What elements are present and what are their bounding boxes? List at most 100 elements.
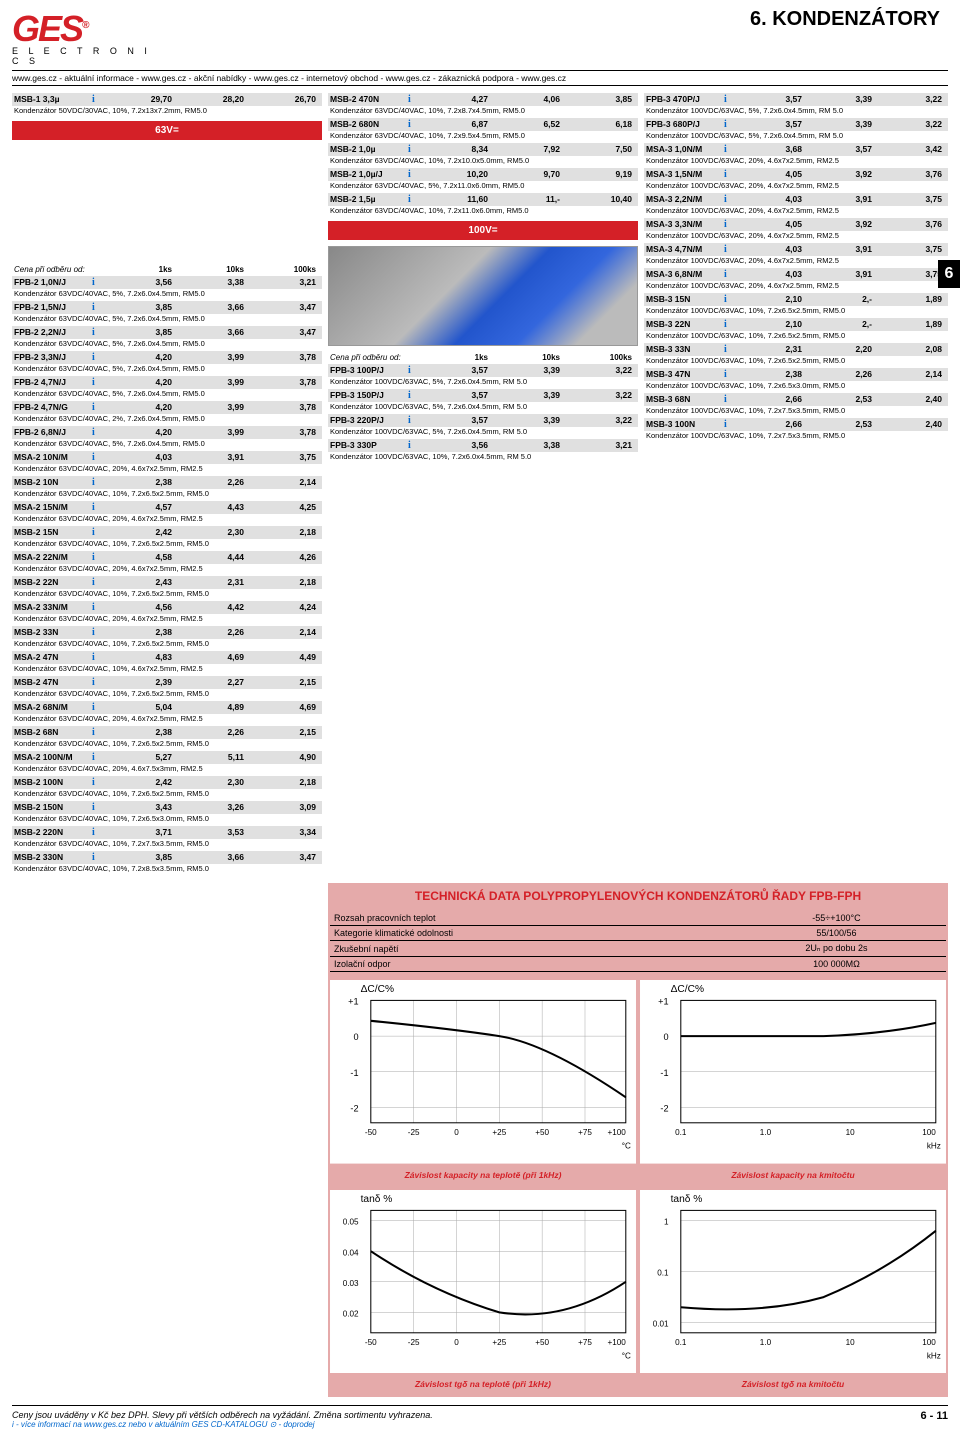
- product-desc: Kondenzátor 63VDC/40VAC, 5%, 7.2x6.0x4.5…: [12, 339, 322, 350]
- price-100ks: 3,47: [248, 852, 320, 862]
- product-name: MSA-2 15N/M: [14, 502, 92, 512]
- price-1ks: 4,83: [104, 652, 176, 662]
- price-100ks: 3,78: [248, 377, 320, 387]
- product-desc: Kondenzátor 50VDC/30VAC, 10%, 7.2x13x7.2…: [12, 106, 322, 117]
- footer: Ceny jsou uváděny v Kč bez DPH. Slevy př…: [12, 1405, 948, 1429]
- product-desc: Kondenzátor 63VDC/40VAC, 20%, 4.6x7x2.5m…: [12, 514, 322, 525]
- product-row: MSB-2 68Ni2,382,262,15: [12, 726, 322, 739]
- product-row: MSB-2 22Ni2,432,312,18: [12, 576, 322, 589]
- price-10ks: 2,20: [806, 344, 876, 354]
- spec-table: Rozsah pracovních teplot-55÷+100°CKatego…: [330, 911, 946, 972]
- product-row: MSB-2 220Ni3,713,533,34: [12, 826, 322, 839]
- price-10ks: 3,99: [176, 352, 248, 362]
- price-100ks: 3,85: [564, 94, 636, 104]
- info-icon: i: [92, 302, 104, 313]
- product-desc: Kondenzátor 63VDC/40VAC, 20%, 4.6x7x2.5m…: [12, 464, 322, 475]
- product-row: MSA-3 6,8N/Mi4,033,913,75: [644, 268, 948, 281]
- price-10ks: 2,53: [806, 394, 876, 404]
- svg-text:-1: -1: [660, 1068, 668, 1078]
- price-10ks: 2,26: [176, 477, 248, 487]
- price-1ks: 2,66: [736, 419, 806, 429]
- price-10ks: 3,53: [176, 827, 248, 837]
- svg-text:tanδ %: tanδ %: [361, 1194, 393, 1205]
- price-header: Cena při odběru od: 1ks 10ks 100ks: [12, 264, 322, 275]
- price-10ks: 3,91: [176, 452, 248, 462]
- column-1: MSB-1 3,3µi29,7028,2026,70Kondenzátor 50…: [12, 92, 322, 875]
- product-name: MSB-2 47N: [14, 677, 92, 687]
- product-desc: Kondenzátor 63VDC/40VAC, 20%, 4.6x7.5x3m…: [12, 764, 322, 775]
- product-name: MSA-2 33N/M: [14, 602, 92, 612]
- product-name: FPB-3 150P/J: [330, 390, 408, 400]
- info-icon: i: [92, 502, 104, 513]
- info-icon: i: [92, 427, 104, 438]
- price-100ks: 3,76: [876, 169, 946, 179]
- svg-text:0.05: 0.05: [343, 1217, 359, 1226]
- column-3: FPB-3 470P/Ji3,573,393,22Kondenzátor 100…: [644, 92, 948, 875]
- price-100ks: 1,89: [876, 294, 946, 304]
- svg-text:-2: -2: [350, 1104, 358, 1114]
- product-row: FPB-3 100P/Ji3,573,393,22: [328, 364, 638, 377]
- price-100ks: 3,22: [876, 94, 946, 104]
- product-desc: Kondenzátor 100VDC/63VAC, 5%, 7.2x6.0x4.…: [328, 377, 638, 388]
- price-10ks: 3,39: [492, 365, 564, 375]
- product-row: FPB-2 3,3N/Ji4,203,993,78: [12, 351, 322, 364]
- svg-text:-50: -50: [365, 1128, 377, 1137]
- price-header: Cena při odběru od: 1ks 10ks 100ks: [328, 352, 638, 363]
- product-row: MSA-2 33N/Mi4,564,424,24: [12, 601, 322, 614]
- price-10ks: 3,99: [176, 402, 248, 412]
- spec-row: Izolační odpor100 000MΩ: [330, 957, 946, 972]
- price-10ks: 3,26: [176, 802, 248, 812]
- svg-text:kHz: kHz: [927, 1351, 941, 1360]
- product-desc: Kondenzátor 63VDC/40VAC, 2%, 7.2x6.0x4.5…: [12, 414, 322, 425]
- price-100ks: 4,26: [248, 552, 320, 562]
- product-row: FPB-2 4,7N/Ji4,203,993,78: [12, 376, 322, 389]
- svg-text:0.1: 0.1: [657, 1268, 669, 1277]
- svg-text:+1: +1: [658, 996, 668, 1006]
- price-1ks: 3,57: [736, 94, 806, 104]
- product-row: MSA-3 2,2N/Mi4,033,913,75: [644, 193, 948, 206]
- spec-row: Kategorie klimatické odolnosti55/100/56: [330, 926, 946, 941]
- price-1ks: 3,68: [736, 144, 806, 154]
- price-10ks: 4,06: [492, 94, 564, 104]
- info-icon: i: [408, 365, 420, 376]
- spec-row: Rozsah pracovních teplot-55÷+100°C: [330, 911, 946, 926]
- product-row: MSB-2 47Ni2,392,272,15: [12, 676, 322, 689]
- price-100ks: 3,22: [564, 415, 636, 425]
- product-row: MSB-2 100Ni2,422,302,18: [12, 776, 322, 789]
- product-desc: Kondenzátor 100VDC/63VAC, 20%, 4.6x7x2.5…: [644, 156, 948, 167]
- price-1ks: 4,58: [104, 552, 176, 562]
- svg-text:ΔC/C%: ΔC/C%: [361, 984, 394, 995]
- side-tab: 6: [938, 260, 960, 288]
- svg-text:+100: +100: [607, 1128, 626, 1137]
- chart-caption: Závislost kapacity na kmitočtu: [640, 1168, 946, 1186]
- info-icon: i: [92, 452, 104, 463]
- product-name: MSB-3 47N: [646, 369, 724, 379]
- info-icon: i: [92, 94, 104, 105]
- info-icon: i: [724, 344, 736, 355]
- product-desc: Kondenzátor 63VDC/40VAC, 10%, 7.2x6.5x2.…: [12, 739, 322, 750]
- svg-text:+1: +1: [348, 996, 358, 1006]
- product-name: MSB-2 10N: [14, 477, 92, 487]
- info-icon: i: [408, 169, 420, 180]
- svg-text:0.04: 0.04: [343, 1248, 359, 1257]
- price-100ks: 3,75: [876, 244, 946, 254]
- info-icon: i: [724, 119, 736, 130]
- price-10ks: 3,91: [806, 269, 876, 279]
- price-100ks: 9,19: [564, 169, 636, 179]
- info-icon: i: [724, 419, 736, 430]
- product-desc: Kondenzátor 100VDC/63VAC, 20%, 4.6x7x2.5…: [644, 256, 948, 267]
- product-name: MSB-2 1,0µ: [330, 144, 408, 154]
- product-name: MSA-2 10N/M: [14, 452, 92, 462]
- product-desc: Kondenzátor 63VDC/40VAC, 10%, 7.2x6.5x2.…: [12, 489, 322, 500]
- price-1ks: 2,42: [104, 527, 176, 537]
- svg-text:°C: °C: [622, 1141, 631, 1150]
- info-icon: i: [92, 852, 104, 863]
- tech-title: TECHNICKÁ DATA POLYPROPYLENOVÝCH KONDENZ…: [330, 885, 946, 907]
- price-1ks: 4,20: [104, 352, 176, 362]
- price-100ks: 3,09: [248, 802, 320, 812]
- product-desc: Kondenzátor 63VDC/40VAC, 10%, 7.2x8.7x4.…: [328, 106, 638, 117]
- price-10ks: 2,26: [806, 369, 876, 379]
- product-name: MSB-2 33N: [14, 627, 92, 637]
- svg-text:+50: +50: [535, 1338, 549, 1347]
- product-row: MSB-2 470Ni4,274,063,85: [328, 93, 638, 106]
